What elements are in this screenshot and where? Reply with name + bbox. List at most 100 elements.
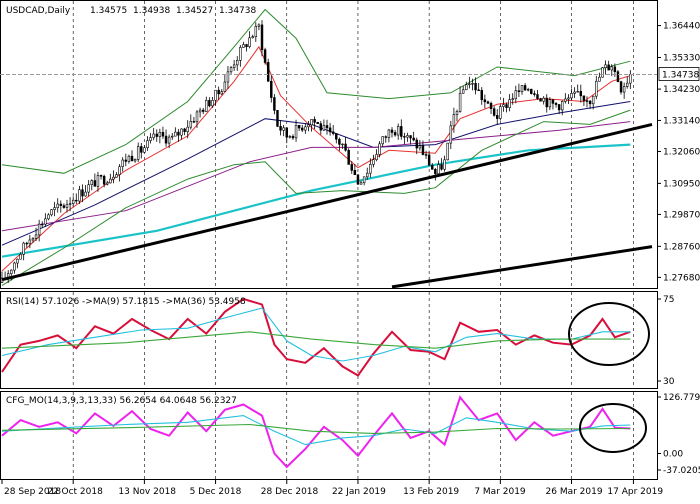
cfg-axis: 126.77970.00-37.0205 xyxy=(657,393,700,476)
candle-bull xyxy=(20,254,22,259)
candle-bull xyxy=(109,179,111,183)
candle-bear xyxy=(475,83,477,90)
candle-bull xyxy=(323,125,325,130)
candle-bear xyxy=(478,90,480,91)
trendline-2[interactable] xyxy=(392,247,652,287)
candle-bull xyxy=(595,81,597,96)
candle-bear xyxy=(317,122,319,123)
candle-bear xyxy=(345,144,347,150)
candle-bull xyxy=(527,89,529,90)
candle-bull xyxy=(134,159,136,161)
candle-bull xyxy=(159,132,161,136)
candle-bear xyxy=(490,103,492,108)
rsi-panel: RSI(14) 57.1026 ->MA(9) 57.1815 ->MA(36)… xyxy=(1,292,675,389)
candle-bull xyxy=(119,167,121,175)
candle-bull xyxy=(88,185,90,192)
candle-bear xyxy=(530,89,532,93)
candle-bull xyxy=(29,240,31,244)
trendlines[interactable] xyxy=(2,124,652,286)
candle-bear xyxy=(261,25,263,50)
candle-bull xyxy=(35,235,37,238)
candle-bear xyxy=(335,133,337,139)
price-indicators xyxy=(2,10,630,286)
candle-bear xyxy=(332,132,334,134)
candle-bull xyxy=(51,210,53,215)
candle-bull xyxy=(258,25,260,26)
candle-bear xyxy=(267,62,269,81)
candle-bull xyxy=(366,173,368,177)
candle-bear xyxy=(292,136,294,137)
time-axis-tick-label: 13 Nov 2018 xyxy=(118,487,176,497)
candle-bear xyxy=(614,67,616,72)
price-indicator-line-4 xyxy=(2,145,630,257)
candle-bull xyxy=(54,208,56,210)
candle-bear xyxy=(431,165,433,169)
candle-bull xyxy=(304,127,306,130)
candle-bear xyxy=(246,45,248,47)
candle-bull xyxy=(568,98,570,99)
candle-bear xyxy=(202,110,204,111)
candle-bull xyxy=(85,192,87,196)
candle-bull xyxy=(571,93,573,98)
candle-bull xyxy=(57,204,59,208)
candle-bull xyxy=(221,92,223,94)
price-indicator-line-3 xyxy=(2,122,630,231)
candle-bull xyxy=(407,136,409,138)
cfg-line-2 xyxy=(2,416,630,445)
price-axis-tick-label: 1.32060 xyxy=(663,147,700,157)
candle-bull xyxy=(459,93,461,111)
candle-bear xyxy=(286,128,288,137)
candle-bull xyxy=(205,100,207,111)
candle-bull xyxy=(373,160,375,165)
candle-bear xyxy=(277,110,279,126)
rsi-axis-tick-label: 30 xyxy=(663,377,675,387)
price-axis-tick-label: 1.28760 xyxy=(663,242,700,252)
candle-bear xyxy=(178,132,180,135)
candle-bull xyxy=(17,259,19,263)
candle-bull xyxy=(174,132,176,136)
time-axis-tick-label: 22 Oct 2018 xyxy=(47,487,103,497)
candle-bull xyxy=(168,137,170,143)
candle-bull xyxy=(363,177,365,183)
candle-bull xyxy=(252,37,254,38)
current-price-label: 1.34738 xyxy=(662,70,699,80)
candle-bear xyxy=(385,137,387,138)
time-axis-tick-label: 17 Apr 2019 xyxy=(607,487,663,497)
candle-bear xyxy=(314,119,316,122)
candle-bull xyxy=(360,183,362,184)
candle-bull xyxy=(472,83,474,84)
candle-bull xyxy=(462,90,464,93)
candle-bull xyxy=(623,86,625,92)
candle-bull xyxy=(38,224,40,235)
candle-bull xyxy=(128,156,130,161)
time-axis-tick-label: 13 Feb 2019 xyxy=(403,487,459,497)
cfg-axis-tick-label: 0.00 xyxy=(663,450,683,460)
candle-bull xyxy=(230,68,232,72)
candle-bull xyxy=(592,96,594,104)
candle-bear xyxy=(620,82,622,92)
price-axis-tick-label: 1.36440 xyxy=(663,22,700,32)
candle-bull xyxy=(509,100,511,108)
rsi-lines xyxy=(2,299,630,376)
candle-bull xyxy=(444,160,446,169)
price-indicator-line-6 xyxy=(2,110,630,285)
candle-bear xyxy=(537,95,539,99)
candle-bear xyxy=(425,155,427,156)
candle-bear xyxy=(481,90,483,99)
candle-bull xyxy=(611,67,613,70)
candle-bull xyxy=(150,138,152,141)
price-header-open: 1.34575 xyxy=(90,6,127,16)
candle-bear xyxy=(41,224,43,225)
candle-bear xyxy=(280,126,282,130)
candle-bear xyxy=(320,124,322,130)
candle-bull xyxy=(468,84,470,85)
candle-bull xyxy=(239,47,241,60)
candle-bear xyxy=(184,129,186,132)
candle-bull xyxy=(199,110,201,112)
candle-bull xyxy=(181,129,183,135)
time-axis-tick-label: 28 Dec 2018 xyxy=(261,487,319,497)
candle-bull xyxy=(515,91,517,99)
